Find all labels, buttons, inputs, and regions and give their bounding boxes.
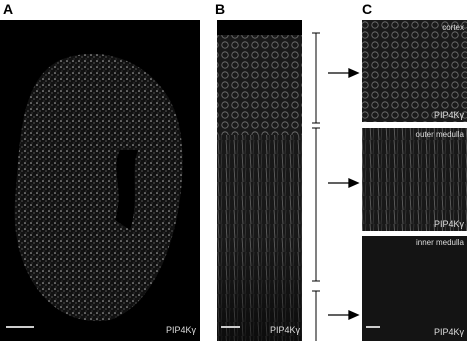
region-label: cortex [442,23,464,32]
kidney-section [14,53,183,322]
marker-label: PIP4Kγ [434,110,465,120]
marker-label: PIP4Kγ [434,327,465,337]
region-label: outer medulla [416,130,465,139]
panel-label: C [362,1,372,17]
arrows [328,67,360,321]
marker-label: PIP4Kγ [166,325,197,335]
panel-label: B [215,1,225,17]
image-outer-medulla [362,128,467,231]
image-inner-medulla [362,236,467,341]
shade [217,240,302,341]
cortex-region [217,35,302,135]
image-cortex [362,20,467,122]
panel-label: A [3,1,13,17]
marker-label: PIP4Kγ [434,219,465,229]
pelvis [115,150,138,230]
brackets [312,32,320,341]
region-label: inner medulla [416,238,465,247]
marker-label: PIP4Kγ [270,325,301,335]
